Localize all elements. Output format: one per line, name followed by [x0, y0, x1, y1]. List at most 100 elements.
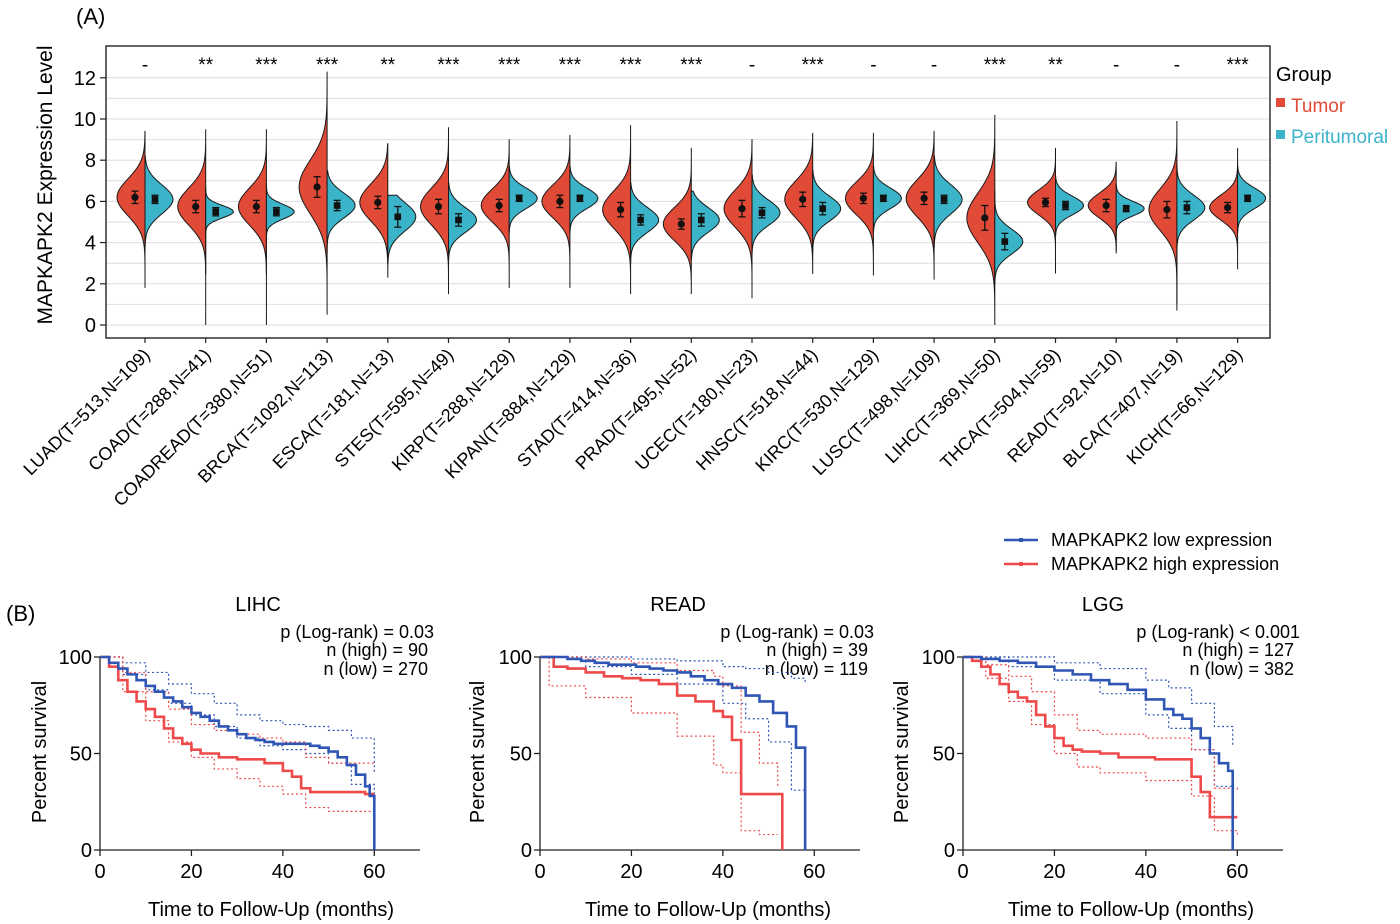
- mean-point-peritumoral: [333, 202, 341, 209]
- legend-label-tumor: Tumor: [1291, 96, 1346, 117]
- y-tick-label: 100: [499, 647, 532, 669]
- violin-group: [420, 127, 477, 295]
- km-stat-n-high: n (high) = 127: [1182, 640, 1294, 660]
- mean-point-peritumoral: [576, 195, 584, 202]
- significance-mark: -: [749, 55, 755, 76]
- mean-point-tumor: [192, 202, 200, 211]
- x-tick-label: 60: [363, 861, 385, 883]
- violin-group: [237, 129, 295, 325]
- significance-mark: ***: [1227, 55, 1250, 76]
- violin-group: [1148, 121, 1206, 311]
- ci-line-low: [963, 656, 1234, 822]
- km-plot-lgg: LGG p (Log-rank) < 0.001 n (high) = 127 …: [891, 594, 1300, 921]
- violin-half-tumor: [1087, 161, 1117, 254]
- mean-point-tumor: [981, 214, 989, 222]
- km-plot-read: READ p (Log-rank) = 0.03 n (high) = 39 n…: [467, 594, 874, 921]
- mean-point-tumor: [799, 195, 807, 203]
- violin-half-peritumoral: [144, 155, 174, 248]
- legend-marker-high: [1019, 562, 1023, 566]
- violin-half-tumor: [298, 71, 328, 315]
- x-tick-label: THCA(T=504,N=59): [936, 345, 1064, 473]
- mean-point-peritumoral: [273, 208, 280, 215]
- mean-point-tumor: [434, 202, 443, 211]
- violin-half-peritumoral: [994, 190, 1024, 285]
- ci-line-low: [540, 656, 806, 685]
- mean-point-tumor: [617, 206, 625, 214]
- km-stat-n-high: n (high) = 90: [326, 640, 428, 660]
- x-tick-label: LIHC(T=369,N=50): [881, 345, 1003, 467]
- violin-half-tumor: [905, 130, 935, 280]
- violin-half-peritumoral: [1055, 176, 1085, 237]
- panel-a-plot-frame: [105, 45, 1271, 339]
- violin-group: [905, 130, 963, 280]
- violin-group: [359, 143, 417, 278]
- y-tick-label: 2: [85, 274, 96, 296]
- ci-line-high: [540, 656, 778, 836]
- x-tick-label: 0: [94, 861, 105, 883]
- significance-mark: -: [1113, 55, 1119, 76]
- violin-group: [602, 125, 660, 295]
- violin-group: [541, 134, 599, 288]
- panel-a-legend: Group Tumor Peritumoral: [1276, 64, 1388, 148]
- y-tick-label: 12: [74, 68, 96, 90]
- significance-mark: ***: [498, 55, 521, 76]
- mean-point-peritumoral: [819, 205, 826, 212]
- km-plot-lihc: LIHC p (Log-rank) = 0.03 n (high) = 90 n…: [29, 594, 434, 921]
- violin-group: [177, 129, 235, 325]
- mean-point-tumor: [556, 197, 564, 205]
- y-tick-label: 100: [59, 647, 92, 669]
- mean-point-tumor: [1102, 201, 1110, 210]
- violin-half-tumor: [237, 129, 267, 274]
- km-stat-p: p (Log-rank) < 0.001: [1136, 622, 1300, 642]
- significance-mark: **: [1048, 55, 1063, 76]
- mean-point-tumor: [1163, 206, 1171, 214]
- violin-half-tumor: [1209, 147, 1239, 270]
- km-x-axis-label: Time to Follow-Up (months): [585, 899, 831, 921]
- violin-half-tumor: [1026, 147, 1056, 274]
- ci-line-low: [540, 656, 806, 827]
- mean-point-tumor: [1224, 203, 1232, 212]
- violin-group: [844, 132, 902, 276]
- violin-group: [966, 114, 1024, 325]
- violin-half-peritumoral: [387, 194, 417, 278]
- survival-curve-high: [100, 655, 375, 796]
- x-tick-label: READ(T=92,N=10): [1003, 345, 1125, 467]
- y-tick-label: 50: [70, 744, 92, 766]
- mean-point-peritumoral: [212, 208, 219, 215]
- significance-mark: ***: [316, 55, 339, 76]
- violin-half-tumor: [116, 130, 146, 288]
- violin-half-tumor: [359, 143, 389, 264]
- violin-group: [1087, 161, 1145, 254]
- y-tick-label: 50: [933, 744, 955, 766]
- x-tick-label: 0: [534, 861, 545, 883]
- violin-half-tumor: [177, 129, 207, 274]
- significance-mark: -: [142, 55, 148, 76]
- y-tick-label: 0: [521, 840, 532, 862]
- legend-swatch-tumor: [1276, 98, 1285, 107]
- x-tick-label: PRAD(T=495,N=52): [571, 345, 700, 474]
- panel-a-x-tick-labels: LUAD(T=513,N=109)COAD(T=288,N=41)COADREA…: [19, 338, 1246, 510]
- y-tick-label: 10: [74, 109, 96, 131]
- mean-point-peritumoral: [1244, 195, 1251, 202]
- y-tick-label: 0: [85, 315, 96, 337]
- ci-line-low: [963, 656, 1234, 746]
- violin-half-peritumoral: [933, 155, 963, 248]
- km-title: LGG: [1082, 594, 1124, 616]
- panel-a-label: (A): [76, 4, 105, 29]
- legend-title-group: Group: [1276, 64, 1332, 86]
- km-title: LIHC: [235, 594, 281, 616]
- y-tick-label: 0: [81, 840, 92, 862]
- violin-half-tumor: [662, 147, 692, 295]
- violin-half-peritumoral: [630, 182, 660, 264]
- legend-swatch-peritumoral: [1276, 130, 1285, 139]
- panel-b-label: (B): [6, 601, 35, 626]
- x-tick-label: 20: [180, 861, 202, 883]
- mean-point-peritumoral: [880, 195, 887, 202]
- significance-mark: ***: [680, 55, 703, 76]
- survival-curve-low: [963, 655, 1235, 850]
- legend-label-low: MAPKAPK2 low expression: [1051, 530, 1272, 550]
- legend-label-peritumoral: Peritumoral: [1291, 127, 1388, 148]
- km-stat-n-low: n (low) = 382: [1189, 659, 1294, 679]
- km-stat-n-low: n (low) = 119: [765, 659, 868, 679]
